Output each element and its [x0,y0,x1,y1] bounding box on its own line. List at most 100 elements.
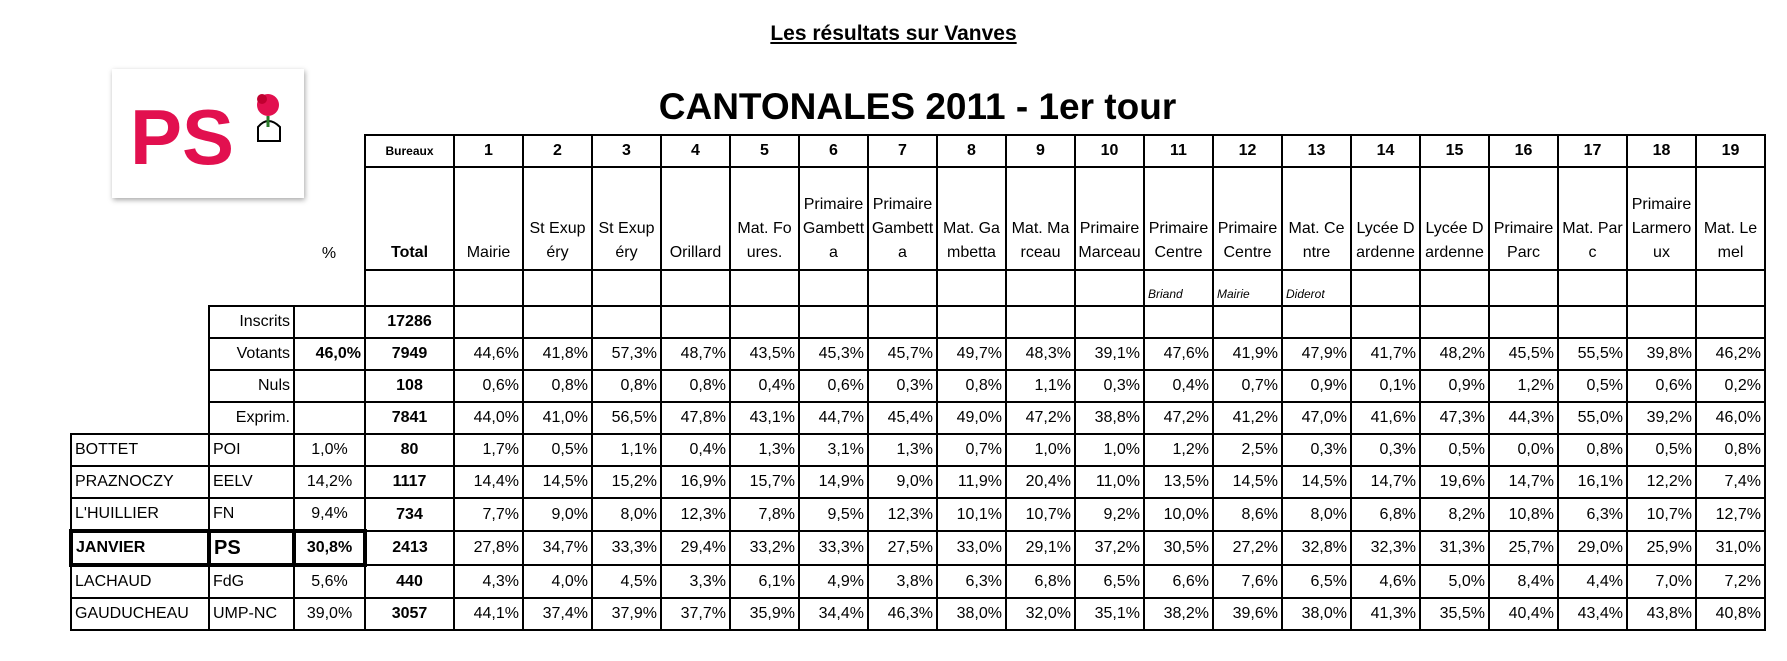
value: 0,3% [1074,369,1145,403]
total: 80 [364,433,455,467]
value: 0,5% [1626,433,1697,467]
blank-cell [294,270,365,306]
value: 0,4% [1143,369,1214,403]
value: 40,4% [1488,597,1559,631]
empty-cell [591,305,662,339]
percent: 46,0% [293,337,366,371]
value: 0,3% [867,369,938,403]
candidate-row: JANVIER PS 30,8% 2413 27,8% 34,7% 33,3% 29,4% 33… [69,529,1766,567]
total: 734 [364,497,455,532]
bureau-number: 19 [1695,134,1766,168]
bureau-name: Lycée Dardenne [1350,166,1421,271]
percent: 5,6% [293,564,366,599]
value: 41,0% [522,401,593,435]
empty-cell [729,269,800,307]
value: 37,4% [522,597,593,631]
value: 7,6% [1212,564,1283,599]
bureau-name: Mat. Gambetta [936,166,1007,271]
empty-cell [660,305,731,339]
value: 46,3% [867,597,938,631]
bureau-number: 2 [522,134,593,168]
empty-cell [1005,269,1076,307]
bureau-notes-row: Briand Mairie Diderot [71,269,1766,307]
value: 12,3% [867,497,938,532]
summary-row: Exprim. 7841 44,0% 41,0% 56,5% 47,8% 43,1% 44,7… [71,401,1766,435]
value: 34,4% [798,597,869,631]
value: 55,5% [1557,337,1628,371]
value: 55,0% [1557,401,1628,435]
value: 8,6% [1212,497,1283,532]
empty-cell [293,305,366,339]
value: 0,8% [1557,433,1628,467]
bureau-name: Mat. Parc [1557,166,1628,271]
row-label: Nuls [208,369,295,403]
value: 10,0% [1143,497,1214,532]
total: 7949 [364,337,455,371]
empty-cell [1695,269,1766,307]
bureau-name: Primaire Centre [1212,166,1283,271]
candidate-row: PRAZNOCZY EELV 14,2% 1117 14,4% 14,5% 15,2% 16,… [70,465,1766,499]
value: 0,3% [1350,433,1421,467]
value: 6,5% [1074,564,1145,599]
bureau-number: 13 [1281,134,1352,168]
value: 0,9% [1419,369,1490,403]
value: 0,8% [936,369,1007,403]
value: 1,3% [867,433,938,467]
candidate-row: GAUDUCHEAU UMP-NC 39,0% 3057 44,1% 37,4% 37,9%… [70,597,1766,631]
value: 0,8% [660,369,731,403]
value: 47,3% [1419,401,1490,435]
bureau-number: 16 [1488,134,1559,168]
value: 41,2% [1212,401,1283,435]
value: 56,5% [591,401,662,435]
value: 7,2% [1695,564,1766,599]
value: 49,7% [936,337,1007,371]
empty-cell [1626,269,1697,307]
value: 49,0% [936,401,1007,435]
value: 4,5% [591,564,662,599]
value: 37,2% [1074,530,1145,566]
value: 6,1% [729,564,800,599]
value: 4,6% [1350,564,1421,599]
value: 9,0% [522,497,593,532]
value: 0,8% [591,369,662,403]
value: 41,9% [1212,337,1283,371]
value: 0,5% [522,433,593,467]
row-label: Votants [208,337,295,371]
value: 43,5% [729,337,800,371]
value: 33,0% [936,530,1007,566]
bureau-name: St Exupéry [522,166,593,271]
value: 33,3% [591,530,662,566]
percent: 30,8% [292,529,367,567]
bureau-number: 14 [1350,134,1421,168]
bureau-name: Lycée Dardenne [1419,166,1490,271]
blank-cell [209,167,294,270]
value: 9,0% [867,465,938,499]
value: 45,4% [867,401,938,435]
value: 47,2% [1005,401,1076,435]
value: 39,1% [1074,337,1145,371]
party: EELV [208,465,295,499]
value: 0,7% [936,433,1007,467]
summary-row: Votants 46,0% 7949 44,6% 41,8% 57,3% 48,7% 43,5… [71,337,1766,371]
bureau-name: Mat. Centre [1281,166,1352,271]
value: 4,0% [522,564,593,599]
value: 8,0% [591,497,662,532]
empty-cell [1350,269,1421,307]
blank-cell [71,402,209,434]
empty-cell [293,401,366,435]
bureau-number: 10 [1074,134,1145,168]
value: 29,1% [1005,530,1076,566]
bureau-name: Primaire Gambetta [798,166,869,271]
value: 0,5% [1557,369,1628,403]
value: 14,5% [1212,465,1283,499]
value: 3,1% [798,433,869,467]
bureau-number: 18 [1626,134,1697,168]
candidate-name: JANVIER [69,529,211,567]
value: 33,3% [798,530,869,566]
value: 35,9% [729,597,800,631]
value: 48,7% [660,337,731,371]
bureau-names-row: % Total Mairie St Exupéry St Exupéry Orillard… [71,166,1766,271]
value: 7,7% [453,497,524,532]
value: 45,5% [1488,337,1559,371]
